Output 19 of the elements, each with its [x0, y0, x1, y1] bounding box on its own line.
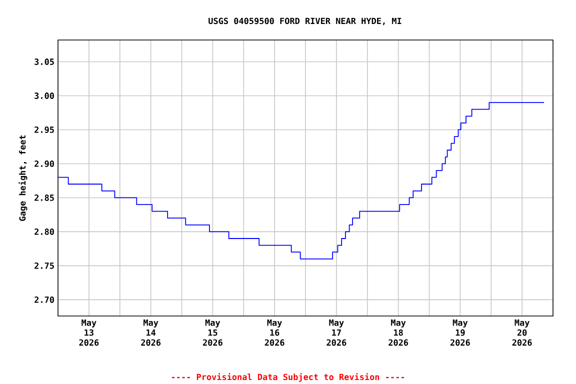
x-tick-label: May 14 2026	[141, 320, 161, 346]
x-tick-label: May 19 2026	[450, 320, 470, 346]
y-tick-label: 2.85	[34, 194, 54, 201]
x-tick-label: May 18 2026	[388, 320, 408, 346]
y-axis-title: Gage height, feet	[18, 135, 28, 221]
y-tick-label: 2.75	[34, 262, 54, 269]
y-tick-label: 2.70	[34, 296, 54, 303]
text: ---- Provisional Data Subject to Revision ----	[172, 373, 404, 382]
x-tick-label: May 16 2026	[264, 320, 284, 346]
x-tick-label: May 20 2026	[512, 320, 532, 346]
x-tick-label: May 15 2026	[202, 320, 222, 346]
y-tick-label: 3.05	[34, 58, 54, 65]
y-tick-label: 2.90	[34, 160, 54, 167]
x-tick-label: May 17 2026	[326, 320, 346, 346]
y-tick-label: 3.00	[34, 92, 54, 99]
y-tick-label: 2.80	[34, 228, 54, 235]
x-tick-label: May 13 2026	[79, 320, 99, 346]
chart-title: USGS 04059500 FORD RIVER NEAR HYDE, MI	[208, 18, 402, 26]
y-tick-label: 2.95	[34, 126, 54, 133]
